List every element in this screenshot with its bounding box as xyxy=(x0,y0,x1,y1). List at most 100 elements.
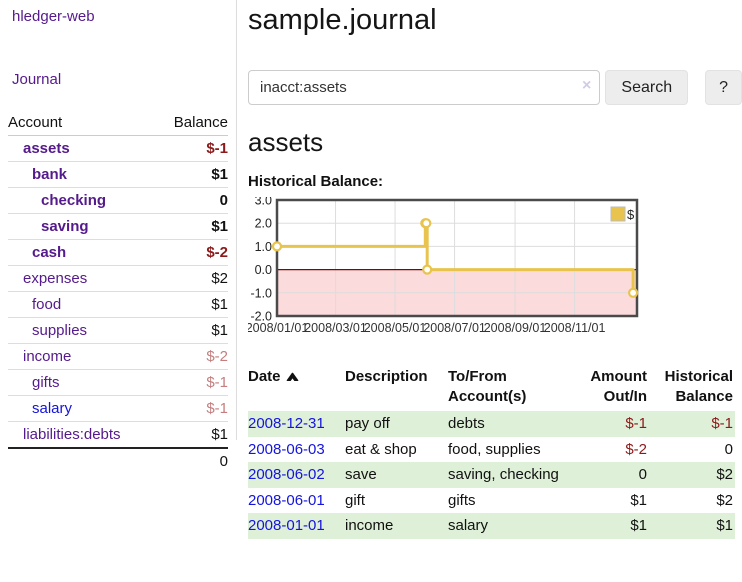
chart-title: Historical Balance: xyxy=(248,172,384,190)
account-link[interactable]: supplies xyxy=(32,322,88,339)
transaction-accounts: salary xyxy=(448,517,489,535)
account-link[interactable]: saving xyxy=(41,218,89,235)
account-row: checking 0 xyxy=(8,187,228,214)
account-balance: $-1 xyxy=(206,140,228,157)
account-balance: $1 xyxy=(156,317,228,344)
data-point-marker xyxy=(271,241,283,252)
account-balance: $1 xyxy=(156,291,228,318)
help-button[interactable]: ? xyxy=(705,70,742,106)
plot-border xyxy=(275,198,639,318)
x-axis-label: 2008/05/01 xyxy=(364,321,427,335)
account-row: saving $1 xyxy=(8,213,228,240)
transaction-accounts: saving, checking xyxy=(448,466,559,484)
account-link[interactable]: salary xyxy=(32,400,73,417)
transaction-description: gift xyxy=(345,491,366,509)
transaction-description: save xyxy=(345,466,377,484)
x-axis-label: 2008/09/01 xyxy=(484,321,547,335)
account-row: bank $1 xyxy=(8,161,228,188)
transaction-date-link[interactable]: 2008-06-01 xyxy=(248,491,325,509)
brand-link[interactable]: hledger-web xyxy=(12,8,95,25)
historical-balance-chart: $3.0 2.0 1.0 0.0 -1.0 -2.0 2008/01/01 2008/03/0… xyxy=(246,193,742,341)
account-row: income $-2 xyxy=(8,343,228,370)
account-link[interactable]: income xyxy=(23,348,72,365)
account-link[interactable]: bank xyxy=(32,166,68,183)
transaction-row: 2008-06-01 gift gifts $1 $2 xyxy=(248,488,735,514)
sort-asc-chevron-icon xyxy=(286,372,298,381)
account-balance: $-2 xyxy=(156,239,228,266)
accounts-header-balance: Balance xyxy=(156,110,228,136)
account-link[interactable]: food xyxy=(32,296,62,313)
account-row: salary $-1 xyxy=(8,395,228,422)
account-row: supplies $1 xyxy=(8,317,228,344)
transaction-date-link[interactable]: 2008-06-02 xyxy=(248,466,325,484)
clear-search-icon[interactable]: × xyxy=(582,77,592,95)
transaction-date-link[interactable]: 2008-01-01 xyxy=(248,517,325,535)
data-point-marker xyxy=(421,218,432,229)
x-axis-label: 2008/01/01 xyxy=(248,321,308,335)
transaction-date-link[interactable]: 2008-06-03 xyxy=(248,440,325,458)
x-axis-label: 2008/03/01 xyxy=(304,321,367,335)
register-header-amount: Amount Out/In xyxy=(590,367,647,406)
account-balance: $1 xyxy=(156,421,228,448)
transaction-balance: $1 xyxy=(716,517,733,535)
transaction-balance: $-1 xyxy=(711,415,733,433)
x-axis-label: 2008/11/01 xyxy=(544,321,606,335)
account-balance: $-2 xyxy=(156,343,228,370)
transaction-balance: 0 xyxy=(724,440,733,458)
register-header-row: Date Description To/From Account(s) Amount Ou… xyxy=(248,365,735,412)
account-balance: $-1 xyxy=(156,395,228,422)
account-link[interactable]: checking xyxy=(41,192,107,209)
legend-swatch xyxy=(610,206,626,222)
account-row: gifts $-1 xyxy=(8,369,228,396)
account-link[interactable]: liabilities:debts xyxy=(23,426,121,443)
x-axis-label: 2008/07/01 xyxy=(423,321,486,335)
accounts-total-row: 0 xyxy=(8,447,228,474)
account-balance: $1 xyxy=(156,213,228,240)
sidebar: hledger-web Journal Account Balance asse… xyxy=(0,0,237,474)
y-axis-label: -1.0 xyxy=(250,286,272,300)
chart-canvas: $3.0 2.0 1.0 0.0 -1.0 -2.02008/01/012008/03/0… xyxy=(246,193,639,335)
account-link[interactable]: expenses xyxy=(23,270,88,287)
accounts-header-account: Account xyxy=(8,110,157,136)
accounts-header-row: Account Balance xyxy=(8,110,228,136)
y-axis-label: 3.0 xyxy=(255,197,272,208)
account-link[interactable]: assets xyxy=(23,140,70,157)
transaction-row: 2008-06-02 save saving, checking 0 $2 xyxy=(248,462,735,488)
main-content: sample.journal × Search ? assets Histori… xyxy=(246,0,742,539)
register-table: Date Description To/From Account(s) Amount Ou… xyxy=(248,365,735,539)
register-header-historical: Historical Balance xyxy=(664,367,733,406)
transaction-date-link[interactable]: 2008-12-31 xyxy=(248,415,325,433)
transaction-accounts: debts xyxy=(448,415,485,433)
account-row: liabilities:debts $1 xyxy=(8,421,228,448)
register-header-date[interactable]: Date xyxy=(248,365,345,412)
y-axis-label: 2.0 xyxy=(255,217,272,231)
accounts-table: Account Balance assets $-1 bank $1 checking 0… xyxy=(8,110,228,474)
legend-label: $ xyxy=(627,207,635,222)
accounts-total-balance: 0 xyxy=(156,447,228,474)
account-balance: $2 xyxy=(156,265,228,292)
account-row: cash $-2 xyxy=(8,239,228,266)
transaction-balance: $2 xyxy=(716,491,733,509)
transaction-amount: $-1 xyxy=(625,415,647,433)
search-input[interactable] xyxy=(248,70,601,106)
transaction-row: 2008-06-03 eat & shop food, supplies $-2 0 xyxy=(248,437,735,463)
data-point-marker xyxy=(628,287,639,298)
account-row: expenses $2 xyxy=(8,265,228,292)
data-point-marker xyxy=(422,264,433,275)
account-link[interactable]: gifts xyxy=(32,374,60,391)
transaction-description: income xyxy=(345,517,394,535)
nav-journal-link[interactable]: Journal xyxy=(12,71,62,88)
account-link[interactable]: cash xyxy=(32,244,67,261)
transaction-row: 2008-01-01 income salary $1 $1 xyxy=(248,513,735,539)
transaction-description: pay off xyxy=(345,415,390,433)
transaction-accounts: food, supplies xyxy=(448,440,541,458)
register-header-to-from: To/From Account(s) xyxy=(448,367,527,406)
search-button[interactable]: Search xyxy=(605,70,689,106)
transaction-amount: $-2 xyxy=(625,440,647,458)
register-header-description: Description xyxy=(345,367,428,385)
transaction-amount: $1 xyxy=(630,517,647,535)
y-axis-label: -2.0 xyxy=(250,309,272,323)
account-balance: $1 xyxy=(156,161,228,188)
y-axis-label: 1.0 xyxy=(255,240,272,254)
